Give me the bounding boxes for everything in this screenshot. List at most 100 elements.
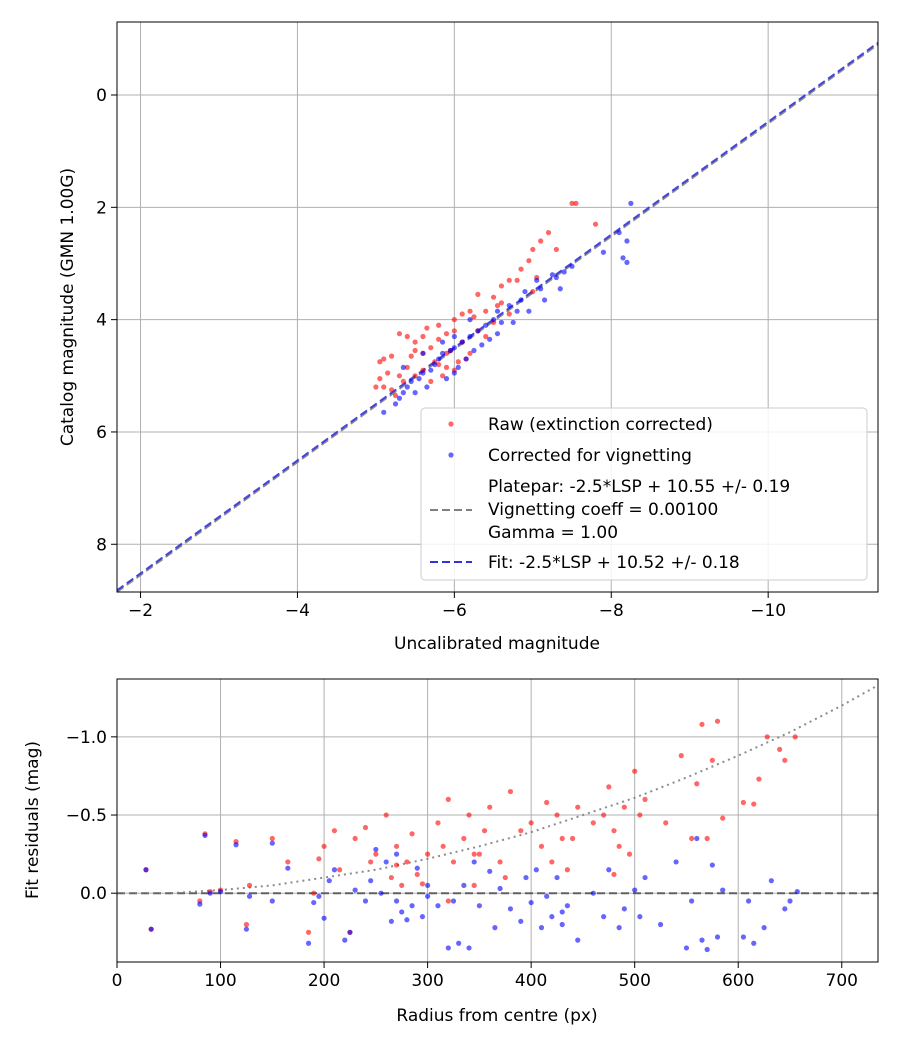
scatter-point (455, 364, 461, 370)
legend-corrected-label: Corrected for vignetting (488, 446, 692, 466)
scatter-point (425, 893, 431, 899)
scatter-point (352, 887, 358, 893)
scatter-point (569, 835, 576, 842)
scatter-point (451, 345, 457, 351)
scatter-point (399, 882, 405, 888)
scatter-point (331, 867, 338, 873)
scatter-point (514, 277, 520, 283)
legend-fit-label: Fit: -2.5*LSP + 10.52 +/- 0.18 (488, 553, 740, 573)
scatter-point (518, 266, 524, 272)
scatter-point (461, 882, 467, 888)
scatter-point (404, 364, 410, 370)
scatter-point (494, 308, 501, 314)
scatter-point (714, 718, 721, 724)
top-scatter-points (373, 200, 634, 415)
scatter-point (553, 246, 559, 253)
scatter-point (419, 914, 426, 920)
scatter-point (311, 890, 317, 896)
top-fit-lines (116, 41, 879, 593)
scatter-point (611, 871, 617, 878)
scatter-point (720, 887, 726, 893)
top-x-ticks: −2 −4 −6 −8 −10 (128, 592, 786, 621)
bottom-y-ticks: 0.0 −0.5 −1.0 (66, 728, 117, 904)
scatter-point (447, 347, 454, 354)
scatter-point (378, 890, 384, 896)
bottom-y-axis-label: Fit residuals (mag) (23, 741, 43, 899)
y-tick-label: 0.0 (80, 884, 107, 904)
scatter-point (269, 840, 275, 846)
scatter-point (400, 364, 406, 370)
scatter-point (678, 753, 684, 759)
scatter-point (316, 893, 322, 899)
scatter-point (436, 361, 442, 368)
scatter-point (399, 909, 405, 915)
scatter-point (439, 339, 446, 345)
scatter-point (393, 851, 400, 857)
scatter-point (352, 835, 358, 842)
legend-corrected-marker (448, 452, 454, 458)
bottom-plot-border (116, 678, 879, 963)
scatter-point (331, 828, 338, 834)
scatter-point (445, 796, 451, 802)
scatter-point (435, 820, 441, 826)
x-tick-label: 300 (411, 971, 443, 991)
scatter-point (600, 249, 607, 255)
scatter-point (740, 934, 747, 940)
scatter-point (393, 898, 400, 904)
scatter-point (475, 291, 481, 297)
scatter-point (498, 283, 505, 289)
scatter-point (564, 867, 570, 873)
scatter-point (657, 921, 664, 928)
scatter-point (526, 258, 532, 264)
scatter-point (709, 757, 715, 763)
scatter-point (632, 768, 638, 774)
scatter-point (590, 890, 596, 896)
scatter-point (388, 918, 394, 924)
scatter-point (544, 799, 550, 806)
scatter-point (393, 862, 400, 868)
scatter-point (373, 384, 379, 390)
scatter-point (400, 378, 406, 385)
scatter-point (768, 878, 774, 884)
scatter-point (337, 867, 343, 873)
scatter-point (498, 300, 505, 306)
scatter-point (467, 333, 473, 340)
scatter-point (451, 333, 457, 340)
scatter-point (412, 347, 418, 354)
scatter-point (616, 843, 622, 849)
scatter-point (497, 859, 503, 865)
scatter-point (502, 874, 508, 881)
scatter-point (342, 937, 348, 943)
scatter-point (689, 898, 695, 904)
scatter-point (428, 367, 434, 373)
scatter-point (616, 925, 622, 931)
scatter-point (311, 899, 317, 906)
scatter-point (396, 395, 403, 401)
scatter-point (202, 832, 208, 838)
scatter-point (148, 926, 154, 932)
scatter-point (269, 835, 275, 842)
scatter-point (404, 333, 410, 340)
scatter-point (459, 339, 465, 345)
legend-platepar-label: Platepar: -2.5*LSP + 10.55 +/- 0.19 Vigne… (488, 477, 790, 543)
scatter-point (383, 859, 389, 865)
scatter-point (404, 384, 410, 390)
scatter-point (538, 286, 544, 292)
legend-box (420, 407, 868, 581)
legend: Raw (extinction corrected) Corrected for… (420, 407, 868, 581)
x-tick-label: −6 (442, 601, 467, 621)
y-tick-label: −1.0 (66, 728, 107, 748)
scatter-point (689, 835, 695, 842)
legend-platepar-line: Vignetting coeff = 0.00100 (488, 500, 718, 520)
bottom-scatter-points (143, 718, 800, 953)
scatter-point (538, 238, 544, 244)
scatter-point (381, 409, 387, 415)
scatter-point (569, 200, 575, 206)
scatter-point (393, 843, 400, 849)
scatter-point (305, 940, 312, 946)
scatter-point (451, 370, 457, 376)
scatter-point (756, 776, 762, 782)
scatter-point (761, 925, 767, 931)
x-tick-label: 500 (618, 971, 650, 991)
